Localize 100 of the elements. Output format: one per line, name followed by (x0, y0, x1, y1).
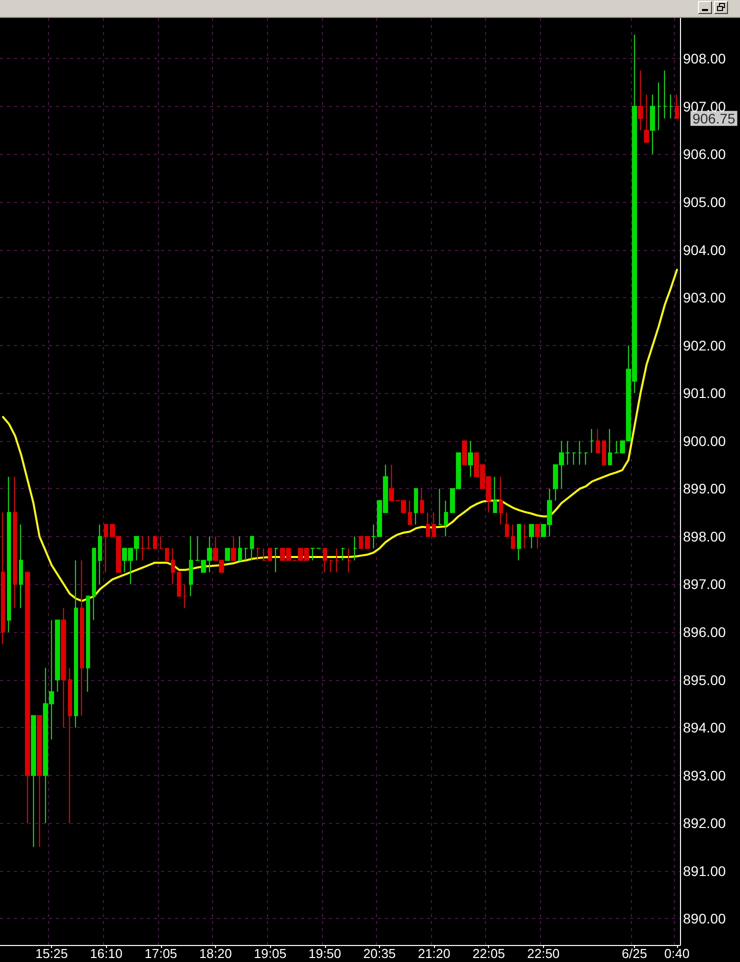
y-tick-label: 890.00 (683, 910, 726, 927)
candlestick (86, 596, 90, 692)
candlestick (225, 548, 230, 561)
candlestick (323, 548, 327, 573)
x-tick-label: 22:50 (527, 946, 560, 961)
x-tick-label: 16:10 (90, 946, 123, 961)
candlestick (256, 548, 260, 561)
y-tick-label: 893.00 (683, 767, 726, 784)
x-tick-label: 20:35 (363, 946, 396, 961)
annotation: 906.75 (692, 110, 736, 126)
candlestick (414, 488, 418, 526)
y-tick-label: 896.00 (683, 624, 726, 640)
candlestick (590, 428, 594, 454)
candlestick (98, 524, 102, 585)
candlestick (511, 524, 515, 549)
y-tick-label: 899.00 (683, 480, 726, 497)
candlestick (669, 94, 673, 119)
candlestick (663, 70, 667, 119)
candlestick (244, 548, 248, 561)
candlestick (268, 548, 272, 561)
candlestick (596, 428, 600, 454)
candlestick (171, 548, 175, 585)
x-tick-label: 21:20 (418, 946, 450, 961)
candlestick (578, 440, 582, 466)
y-tick-label: 902.00 (683, 337, 726, 354)
candlestick (359, 536, 363, 549)
candlestick (462, 440, 467, 466)
candlestick (420, 488, 424, 514)
candlestick (335, 548, 339, 573)
y-tick-label: 892.00 (683, 815, 726, 832)
candlestick (438, 488, 442, 526)
y-tick-label: 895.00 (683, 672, 726, 688)
candlestick (165, 548, 169, 561)
candlestick (408, 500, 412, 526)
candlestick (37, 715, 42, 848)
candlestick (365, 536, 370, 549)
candlestick (238, 536, 242, 561)
candlestick (432, 512, 436, 537)
line-series (2, 268, 678, 602)
candlestick (329, 560, 333, 573)
candlestick (444, 500, 448, 537)
candlestick (25, 572, 30, 824)
y-tick-label: 898.00 (683, 528, 726, 544)
y-tick-label: 891.00 (683, 862, 726, 879)
candlestick (80, 560, 84, 716)
candlestick (602, 440, 606, 466)
candlestick (274, 548, 278, 573)
candlestick (499, 476, 503, 526)
y-tick-label: 900.00 (683, 432, 726, 449)
y-tick-label: 904.00 (683, 242, 726, 258)
candlestick (608, 428, 612, 466)
candlestick (183, 584, 187, 609)
candlestick (231, 536, 236, 561)
candlestick (650, 94, 655, 155)
candlestick (529, 524, 534, 549)
candlestick (347, 548, 351, 573)
y-tick-label: 894.00 (683, 720, 726, 736)
x-tick-label: 18:20 (199, 946, 232, 961)
candlestick (353, 536, 357, 561)
candlestick (104, 524, 108, 573)
candlestick (153, 536, 157, 549)
x-tick-label: 15:25 (35, 946, 68, 961)
candlestick (493, 476, 497, 514)
candlestick (310, 548, 315, 561)
candlestick (189, 536, 193, 597)
candlestick (517, 524, 521, 561)
candlestick (341, 548, 345, 561)
candlestick (644, 94, 649, 143)
candlestick (177, 572, 181, 597)
candlestick (55, 620, 60, 692)
y-tick-label: 897.00 (683, 576, 726, 592)
x-tick-label: 0:40 (664, 946, 690, 961)
candlestick (262, 548, 266, 561)
candlestick (7, 476, 11, 633)
candlestick (638, 70, 643, 131)
x-tick-label: 22:05 (472, 946, 506, 961)
y-tick-label: 908.00 (683, 50, 726, 67)
x-tick-label: 19:05 (254, 946, 286, 961)
candlestick (159, 536, 163, 549)
candlestick (584, 452, 588, 466)
y-tick-label: 905.00 (683, 194, 726, 210)
candlestick (31, 715, 36, 848)
y-tick-label: 903.00 (683, 290, 726, 306)
candlestick (1, 512, 5, 644)
candlestick (250, 536, 254, 561)
x-tick-label: 6/25 (622, 946, 648, 961)
candlestick (92, 548, 96, 621)
candlestick (523, 524, 527, 549)
candlestick (74, 560, 78, 728)
candlestick (468, 440, 473, 478)
y-tick-label: 901.00 (683, 385, 726, 402)
candlestick (61, 608, 66, 728)
candlestick (19, 524, 23, 609)
candlestick (13, 476, 17, 609)
candlestick (140, 536, 145, 561)
candlestick (68, 667, 72, 824)
candlestick (505, 512, 509, 537)
candlestick (572, 452, 576, 466)
candlestick (675, 94, 679, 119)
y-tick-label: 906.00 (683, 146, 726, 162)
